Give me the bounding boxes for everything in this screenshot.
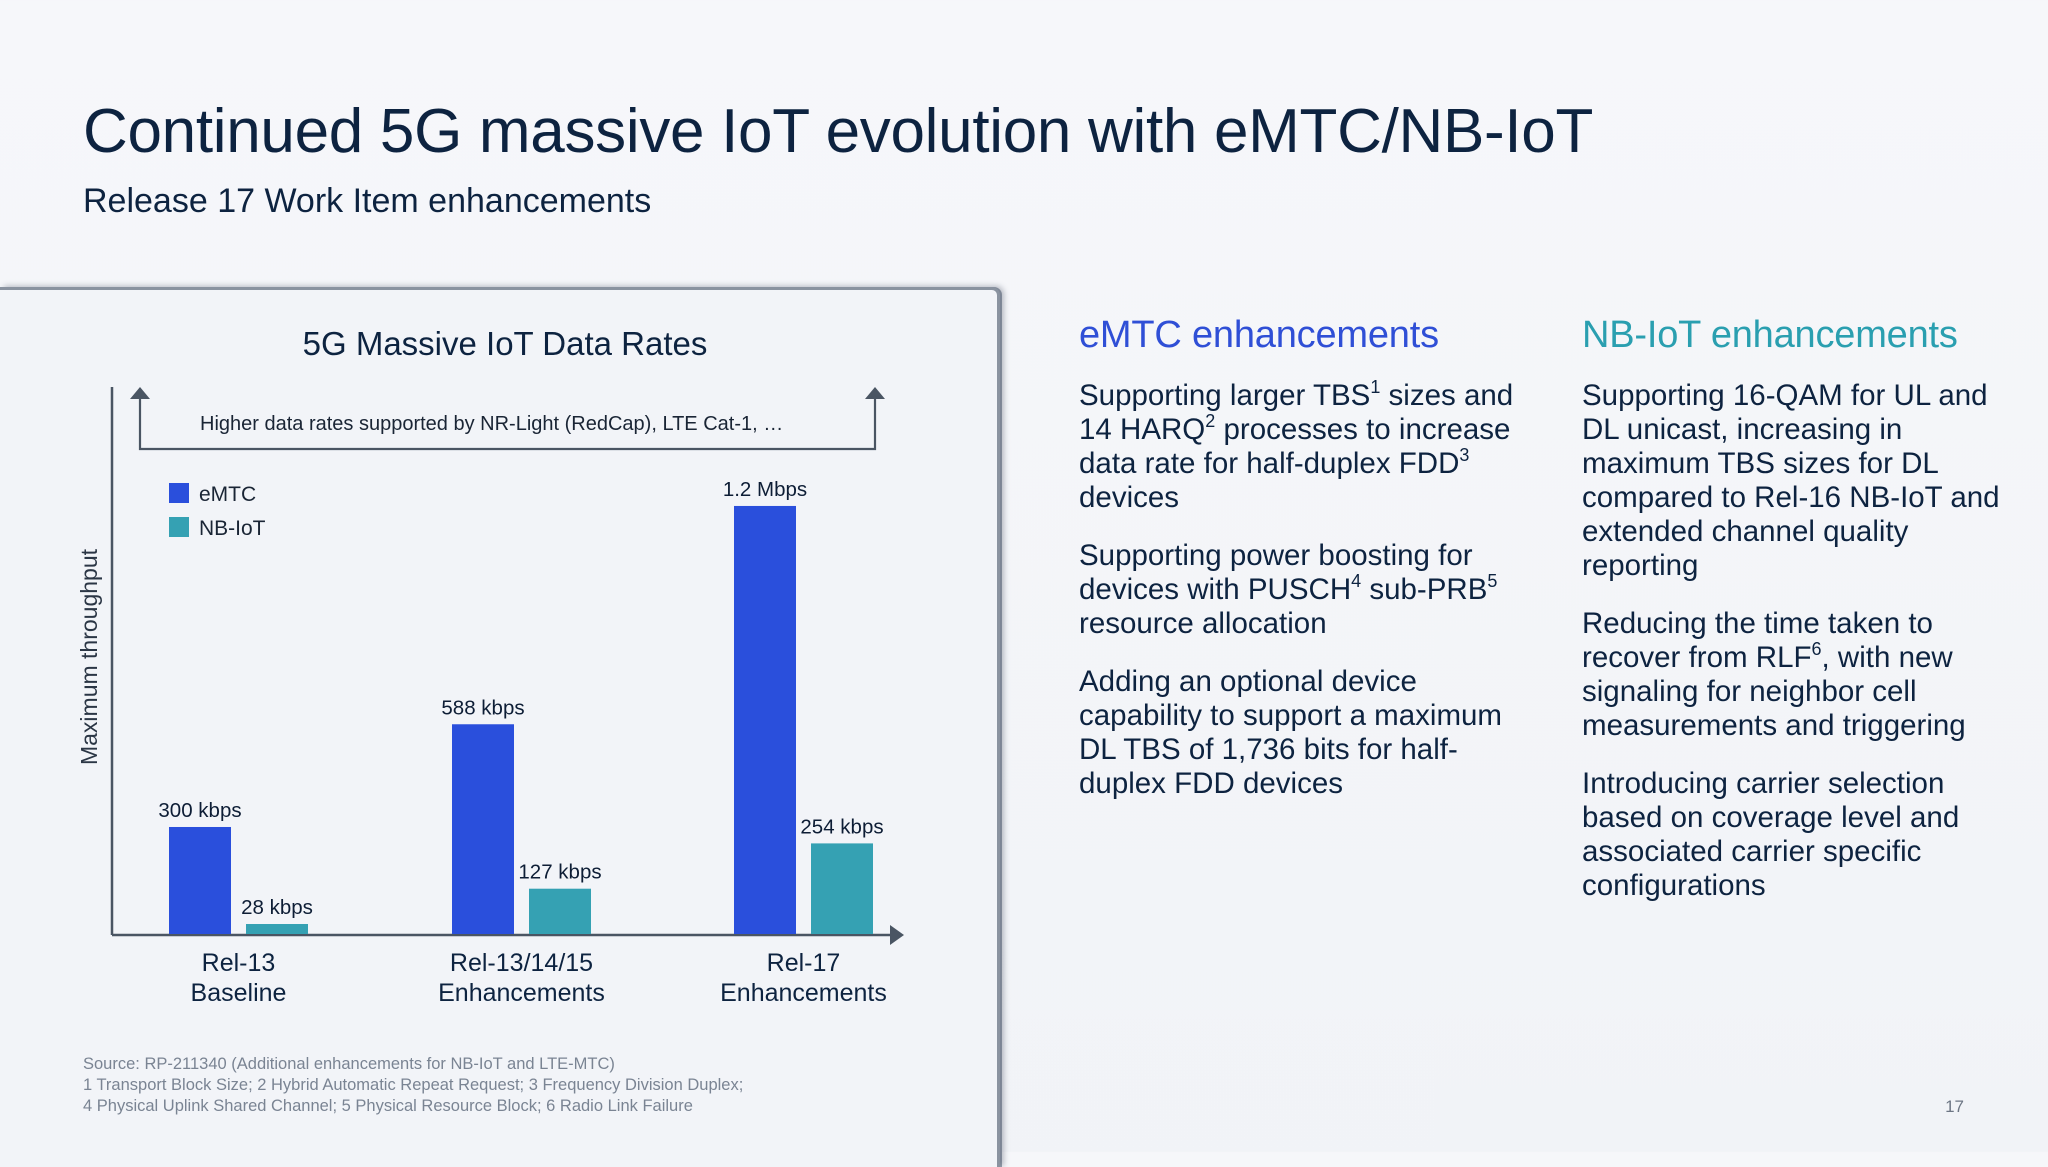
emtc-heading: eMTC enhancements [1079,314,1439,356]
category-label: Enhancements [438,979,605,1007]
nbiot-column: NB-IoT enhancements Supporting 16-QAM fo… [1582,314,2022,927]
data-label: 127 kbps [518,861,601,884]
data-label: 28 kbps [241,896,313,919]
bar-emtc-2 [452,724,514,934]
nbiot-item: Reducing the time taken to recover from … [1582,607,1966,742]
category-label: Rel-13 [202,949,276,977]
bar-emtc-3 [734,505,796,934]
data-rate-chart: 5G Massive IoT Data Rates Maximum throug… [76,325,904,1007]
category-label: Enhancements [720,979,887,1007]
data-label: 300 kbps [158,799,241,822]
category-label: Rel-17 [767,949,841,977]
chart-annotation: Higher data rates supported by NR-Light … [200,413,783,435]
chart-panel: 5G Massive IoT Data Rates Maximum throug… [0,287,1000,1167]
annotation-arrow-left-icon [130,387,150,399]
annotation-bracket [138,397,877,451]
emtc-column: eMTC enhancements Supporting larger TBS1… [1079,314,1519,825]
x-axis-arrow-icon [890,925,904,945]
category-label: Baseline [191,979,287,1007]
footnote-source: Source: RP-211340 (Additional enhancemen… [83,1055,615,1073]
legend-swatch-nbiot [169,517,189,537]
bars-layer: 300 kbps 588 kbps 1.2 Mbps 28 kbps 127 kbps 2… [158,478,884,934]
legend-label-emtc: eMTC [199,483,256,506]
emtc-item: Adding an optional device capability to … [1079,665,1503,800]
emtc-item: Supporting power boosting for devices wi… [1079,539,1498,640]
emtc-item: Supporting larger TBS1 sizes and 14 HARQ… [1079,377,1514,514]
data-label: 1.2 Mbps [723,478,807,501]
data-label: 254 kbps [800,815,883,838]
page-title: Continued 5G massive IoT evolution with … [83,97,1594,166]
bar-nb-iot-3 [811,843,873,934]
nbiot-item: Supporting 16-QAM for UL and DL unicast,… [1582,379,2000,582]
footnote-abbreviations-2: 4 Physical Uplink Shared Channel; 5 Phys… [83,1097,693,1115]
footnote-abbreviations-1: 1 Transport Block Size; 2 Hybrid Automat… [83,1076,744,1094]
bar-emtc-1 [169,826,231,934]
annotation-arrow-right-icon [865,387,885,399]
legend-swatch-emtc [169,483,189,503]
category-labels: Rel-13BaselineRel-13/14/15EnhancementsRe… [191,949,887,1007]
nbiot-item: Introducing carrier selection based on c… [1582,767,1960,902]
legend-label-nbiot: NB-IoT [199,517,266,540]
page-number: 17 [1945,1097,1964,1116]
bar-nb-iot-2 [529,888,591,934]
category-label: Rel-13/14/15 [450,949,593,977]
nbiot-heading: NB-IoT enhancements [1582,314,1958,356]
bar-nb-iot-1 [246,924,308,934]
y-axis-label: Maximum throughput [76,548,102,765]
page-subtitle: Release 17 Work Item enhancements [83,182,652,220]
footnotes: Source: RP-211340 (Additional enhancemen… [83,1054,963,1117]
data-label: 588 kbps [441,696,524,719]
chart-title: 5G Massive IoT Data Rates [303,325,708,362]
